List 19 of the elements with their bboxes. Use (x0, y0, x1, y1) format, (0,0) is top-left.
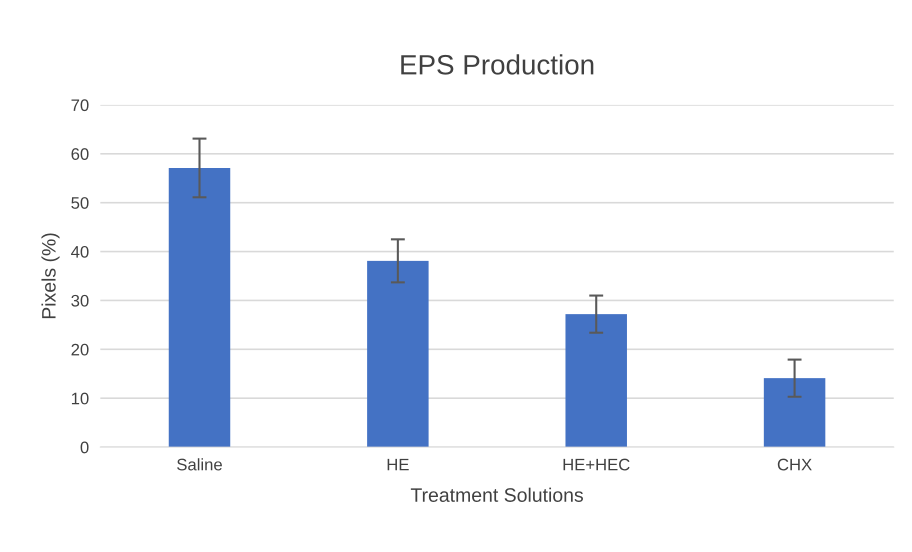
y-tick-label: 50 (71, 197, 89, 209)
bar (764, 378, 826, 448)
y-tick-label: 10 (72, 392, 89, 404)
y-axis-title: Pixels (%) (41, 233, 60, 318)
bar (367, 260, 429, 448)
bar (168, 168, 230, 448)
y-tick-label: 40 (71, 246, 89, 258)
x-tick-label: HE (388, 458, 409, 470)
x-axis-title: Treatment Solutions (410, 488, 583, 502)
x-tick-label: CHX (778, 458, 812, 470)
y-tick-label: 70 (72, 99, 89, 112)
bar (565, 314, 627, 448)
x-tick-label: HE+HEC (564, 458, 630, 470)
y-tick-label: 0 (80, 442, 89, 454)
chart-title: EPS Production (401, 54, 594, 75)
x-tick-label: Saline (177, 458, 222, 470)
y-tick-label: 60 (72, 148, 89, 160)
y-tick-label: 20 (72, 344, 89, 356)
y-tick-label: 30 (71, 294, 89, 307)
